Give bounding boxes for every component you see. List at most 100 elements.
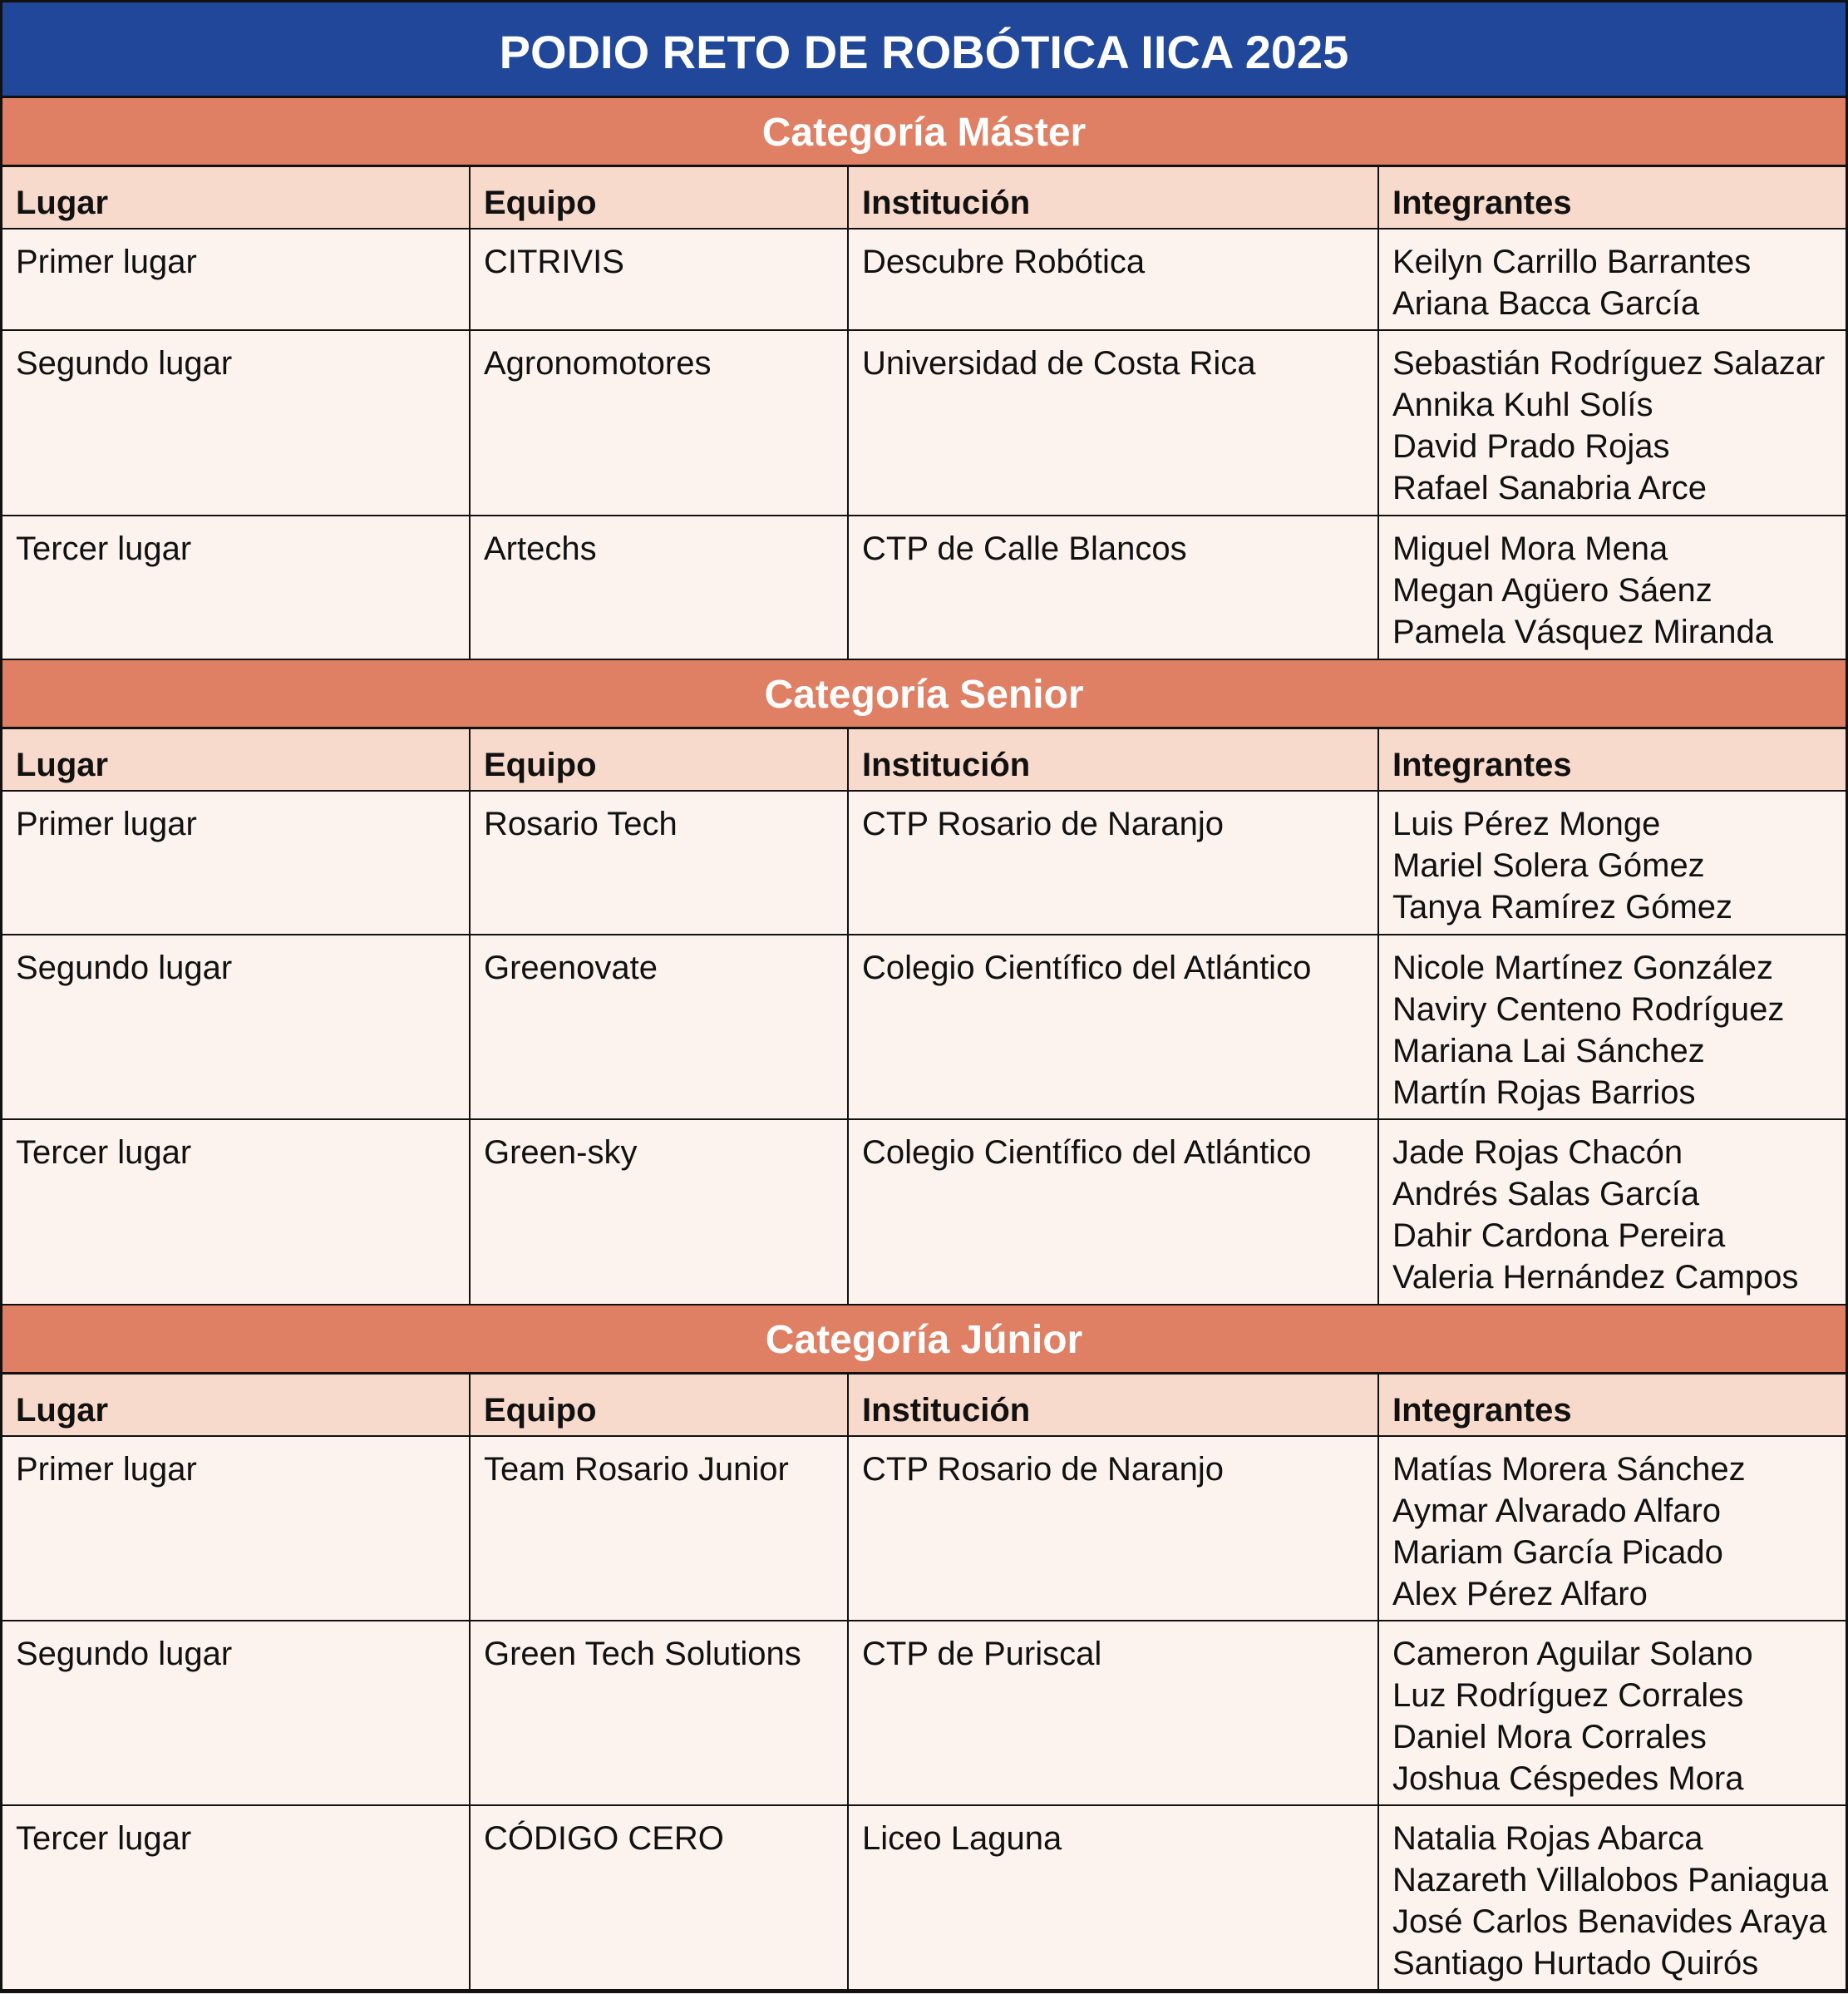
member-name: Luis Pérez Monge — [1392, 806, 1661, 842]
column-header: Integrantes — [1392, 185, 1572, 221]
column-header: Lugar — [2, 729, 471, 790]
table-row: Primer lugar Rosario Tech CTP Rosario de N… — [2, 792, 1846, 935]
table-row: Primer lugar Team Rosario Junior CTP Rosar… — [2, 1437, 1846, 1621]
member-name: José Carlos Benavides Araya — [1392, 1903, 1827, 1940]
member-name: Sebastián Rodríguez Salazar — [1392, 345, 1826, 382]
institution-cell: CTP Rosario de Naranjo — [849, 792, 1379, 934]
place-cell: Segundo lugar — [2, 935, 471, 1118]
header-row: Lugar Equipo Institución Integrantes — [2, 167, 1846, 230]
category-title: Categoría Senior — [2, 660, 1846, 729]
member-name: Cameron Aguilar Solano — [1392, 1636, 1753, 1672]
column-header: Institución — [849, 1375, 1379, 1435]
table-body: Categoría Máster Lugar Equipo Institución In… — [2, 98, 1846, 1991]
member-name: Nazareth Villalobos Paniagua — [1392, 1862, 1829, 1898]
table-row: Tercer lugar Green-sky Colegio Científico … — [2, 1120, 1846, 1305]
member-name: Santiago Hurtado Quirós — [1392, 1945, 1759, 1982]
team-cell: Artechs — [471, 516, 849, 659]
team-cell: CÓDIGO CERO — [471, 1806, 849, 1989]
member-name: Andrés Salas García — [1392, 1176, 1700, 1212]
category-section: Categoría Senior Lugar Equipo Institución In… — [2, 660, 1846, 1305]
table-row: Segundo lugar Green Tech Solutions CTP de … — [2, 1621, 1846, 1806]
member-name: Miguel Mora Mena — [1392, 531, 1668, 567]
place-cell: Tercer lugar — [2, 1120, 471, 1304]
members-cell: Cameron Aguilar Solano Luz Rodríguez Corr… — [1379, 1621, 1846, 1804]
member-name: Aymar Alvarado Alfaro — [1392, 1493, 1722, 1529]
table-row: Tercer lugar CÓDIGO CERO Liceo Laguna Natal… — [2, 1806, 1846, 1991]
category-title: Categoría Júnior — [2, 1305, 1846, 1375]
team-cell: Green Tech Solutions — [471, 1621, 849, 1804]
member-name: Jade Rojas Chacón — [1392, 1134, 1683, 1171]
institution-cell: Descubre Robótica — [849, 230, 1379, 329]
members-cell: Natalia Rojas Abarca Nazareth Villalobos … — [1379, 1806, 1846, 1989]
members-cell: Nicole Martínez González Naviry Centeno R… — [1379, 935, 1846, 1118]
table-title: PODIO RETO DE ROBÓTICA IICA 2025 — [2, 2, 1846, 98]
member-name: Natalia Rojas Abarca — [1392, 1820, 1703, 1857]
column-header: Integrantes — [1392, 747, 1572, 783]
institution-cell: Universidad de Costa Rica — [849, 331, 1379, 515]
column-header: Institución — [849, 167, 1379, 228]
table-row: Segundo lugar Greenovate Colegio Científic… — [2, 935, 1846, 1120]
member-name: Keilyn Carrillo Barrantes — [1392, 244, 1752, 280]
category-title: Categoría Máster — [2, 98, 1846, 167]
member-name: Rafael Sanabria Arce — [1392, 470, 1708, 506]
column-header: Integrantes — [1392, 1392, 1572, 1429]
place-cell: Primer lugar — [2, 792, 471, 934]
member-name: Mariam García Picado — [1392, 1534, 1723, 1571]
members-cell: Sebastián Rodríguez Salazar Annika Kuhl S… — [1379, 331, 1846, 515]
place-cell: Primer lugar — [2, 1437, 471, 1620]
member-name: Pamela Vásquez Miranda — [1392, 614, 1774, 650]
category-section: Categoría Júnior Lugar Equipo Institución In… — [2, 1305, 1846, 1991]
member-name: Martín Rojas Barrios — [1392, 1074, 1696, 1111]
member-name: Alex Pérez Alfaro — [1392, 1576, 1648, 1612]
column-header: Lugar — [2, 1375, 471, 1435]
members-cell: Matías Morera Sánchez Aymar Alvarado Alfa… — [1379, 1437, 1846, 1620]
member-name: Tanya Ramírez Gómez — [1392, 889, 1733, 925]
place-cell: Tercer lugar — [2, 1806, 471, 1989]
member-name: Joshua Céspedes Mora — [1392, 1760, 1744, 1797]
member-name: Mariana Lai Sánchez — [1392, 1033, 1705, 1069]
header-row: Lugar Equipo Institución Integrantes — [2, 1375, 1846, 1437]
table-row: Tercer lugar Artechs CTP de Calle Blancos M… — [2, 516, 1846, 660]
team-cell: Rosario Tech — [471, 792, 849, 934]
team-cell: Team Rosario Junior — [471, 1437, 849, 1620]
member-name: Luz Rodríguez Corrales — [1392, 1677, 1744, 1714]
column-header: Lugar — [2, 167, 471, 228]
team-cell: Greenovate — [471, 935, 849, 1118]
members-cell: Jade Rojas Chacón Andrés Salas García Dahi… — [1379, 1120, 1846, 1304]
institution-cell: CTP de Puriscal — [849, 1621, 1379, 1804]
institution-cell: CTP Rosario de Naranjo — [849, 1437, 1379, 1620]
column-header: Equipo — [471, 729, 849, 790]
team-cell: Agronomotores — [471, 331, 849, 515]
members-cell: Keilyn Carrillo Barrantes Ariana Bacca Ga… — [1379, 230, 1846, 329]
place-cell: Segundo lugar — [2, 331, 471, 515]
member-name: Valeria Hernández Campos — [1392, 1259, 1799, 1296]
members-cell: Miguel Mora Mena Megan Agüero Sáenz Pamela… — [1379, 516, 1846, 659]
institution-cell: Liceo Laguna — [849, 1806, 1379, 1989]
member-name: Megan Agüero Sáenz — [1392, 572, 1712, 609]
team-cell: CITRIVIS — [471, 230, 849, 329]
member-name: Naviry Centeno Rodríguez — [1392, 991, 1785, 1028]
table-row: Segundo lugar Agronomotores Universidad de… — [2, 331, 1846, 516]
member-name: Mariel Solera Gómez — [1392, 847, 1705, 884]
place-cell: Primer lugar — [2, 230, 471, 329]
table-row: Primer lugar CITRIVIS Descubre Robótica Kei… — [2, 230, 1846, 331]
team-cell: Green-sky — [471, 1120, 849, 1304]
header-row: Lugar Equipo Institución Integrantes — [2, 729, 1846, 792]
member-name: Nicole Martínez González — [1392, 950, 1773, 986]
member-name: Matías Morera Sánchez — [1392, 1451, 1746, 1488]
members-cell: Luis Pérez Monge Mariel Solera Gómez Tanya… — [1379, 792, 1846, 934]
category-section: Categoría Máster Lugar Equipo Institución In… — [2, 98, 1846, 660]
member-name: David Prado Rojas — [1392, 428, 1670, 465]
member-name: Daniel Mora Corrales — [1392, 1719, 1707, 1755]
institution-cell: Colegio Científico del Atlántico — [849, 1120, 1379, 1304]
place-cell: Tercer lugar — [2, 516, 471, 659]
institution-cell: CTP de Calle Blancos — [849, 516, 1379, 659]
column-header: Equipo — [471, 167, 849, 228]
member-name: Ariana Bacca García — [1392, 285, 1700, 322]
member-name: Annika Kuhl Solís — [1392, 387, 1653, 423]
place-cell: Segundo lugar — [2, 1621, 471, 1804]
institution-cell: Colegio Científico del Atlántico — [849, 935, 1379, 1118]
member-name: Dahir Cardona Pereira — [1392, 1217, 1726, 1254]
column-header: Equipo — [471, 1375, 849, 1435]
